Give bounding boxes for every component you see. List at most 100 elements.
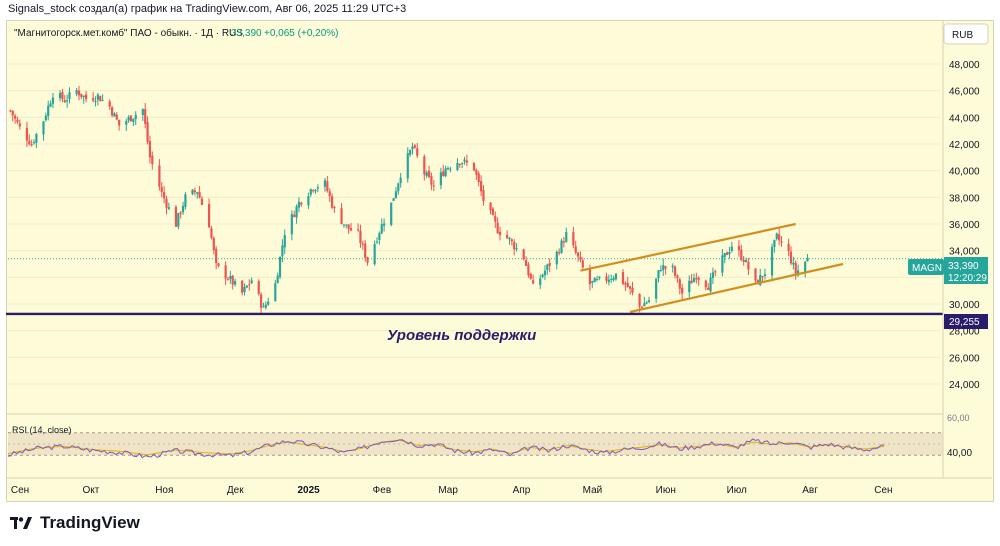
candle-body	[688, 280, 691, 293]
candle-body	[610, 279, 613, 281]
candle-body	[16, 119, 19, 123]
candle-body	[144, 109, 147, 124]
candle-body	[756, 279, 759, 285]
price-chart[interactable]: 48,000 46,000 44,000 42,000 40,000 38,000 36,0…	[0, 0, 1000, 500]
candle-body	[444, 168, 447, 177]
candle-body	[458, 163, 461, 165]
candle-body	[721, 255, 724, 273]
candle-body	[148, 141, 152, 158]
candle-body	[399, 177, 402, 184]
price-tick-label: 46,000	[949, 87, 980, 98]
candle-body	[390, 202, 393, 226]
candle-body	[671, 265, 674, 268]
candle-body	[579, 256, 582, 260]
candle-body	[754, 268, 757, 281]
candle-body	[439, 172, 442, 186]
candle-body	[647, 300, 651, 302]
candle-body	[257, 280, 260, 294]
candle-body	[158, 165, 161, 187]
candle-body	[132, 118, 135, 122]
candle-body	[191, 189, 194, 195]
candle-body	[293, 214, 296, 217]
candle-body	[276, 275, 279, 284]
time-tick-label: Окт	[83, 485, 100, 496]
chart-credit: Signals_stock создал(а) график на Tradin…	[8, 3, 407, 15]
candle-body	[361, 243, 364, 245]
candle-body	[333, 207, 336, 209]
candle-body	[527, 264, 530, 276]
tradingview-logo[interactable]: TradingView	[10, 513, 140, 533]
candle-body	[496, 222, 499, 234]
candle-body	[212, 237, 215, 251]
candle-body	[595, 278, 599, 280]
currency-button[interactable]	[943, 23, 989, 45]
candle-body	[75, 90, 78, 94]
candle-body	[181, 205, 185, 213]
candle-body	[340, 208, 343, 224]
candle-body	[728, 252, 731, 255]
candle-body	[274, 283, 277, 302]
candle-body	[475, 169, 478, 175]
channel-upper-line	[580, 222, 796, 272]
candle-body	[425, 172, 428, 177]
candle-body	[347, 224, 350, 229]
candle-body	[740, 249, 743, 260]
candle-body	[397, 183, 400, 192]
candle-body	[278, 256, 282, 278]
candle-body	[58, 93, 62, 99]
candle-body	[141, 109, 144, 115]
rsi-top-tick: 60,00	[947, 413, 970, 423]
candle-body	[66, 100, 69, 102]
candle-body	[411, 146, 414, 150]
candle-body	[711, 272, 715, 278]
candle-body	[761, 275, 764, 277]
candle-body	[163, 192, 166, 199]
candle-body	[30, 144, 33, 146]
candle-body	[61, 91, 64, 100]
candle-body	[524, 260, 528, 266]
candle-body	[442, 171, 445, 176]
candle-body	[759, 275, 762, 286]
candle-body	[32, 142, 36, 144]
candle-body	[541, 274, 544, 277]
candle-body	[612, 278, 615, 280]
legend-change: +0,065 (+0,20%)	[264, 28, 339, 39]
candle-body	[51, 97, 55, 104]
currency-label: RUB	[952, 30, 973, 41]
candle-body	[591, 281, 594, 283]
candle-body	[773, 239, 776, 248]
candle-body	[796, 270, 800, 276]
candle-body	[226, 279, 230, 281]
candle-body	[42, 121, 45, 135]
candle-body	[300, 202, 303, 205]
candle-body	[532, 280, 535, 284]
candle-body	[267, 301, 270, 305]
candle-body	[621, 272, 625, 284]
time-tick-label: Дек	[227, 485, 244, 496]
candle-body	[99, 96, 102, 102]
candle-body	[77, 90, 81, 96]
candle-body	[9, 110, 12, 112]
candle-body	[508, 237, 511, 240]
tradingview-logo-icon	[10, 517, 32, 529]
support-price-label: 29,255	[949, 317, 980, 328]
candle-body	[491, 208, 495, 216]
candle-body	[309, 189, 312, 195]
candle-body	[446, 167, 450, 170]
candle-body	[314, 189, 317, 192]
candle-body	[160, 187, 163, 192]
time-tick-label: Ноя	[155, 485, 173, 496]
candle-body	[290, 214, 293, 235]
candle-body	[231, 275, 234, 285]
price-tick-label: 34,000	[949, 247, 980, 258]
candle-body	[423, 156, 426, 175]
candle-body	[692, 278, 696, 282]
candle-body	[430, 176, 433, 185]
candle-body	[115, 114, 118, 120]
candle-body	[316, 187, 319, 189]
candle-body	[345, 224, 348, 226]
candle-body	[770, 246, 774, 276]
candle-body	[110, 107, 114, 116]
candle-body	[248, 284, 251, 286]
candle-body	[548, 263, 551, 266]
